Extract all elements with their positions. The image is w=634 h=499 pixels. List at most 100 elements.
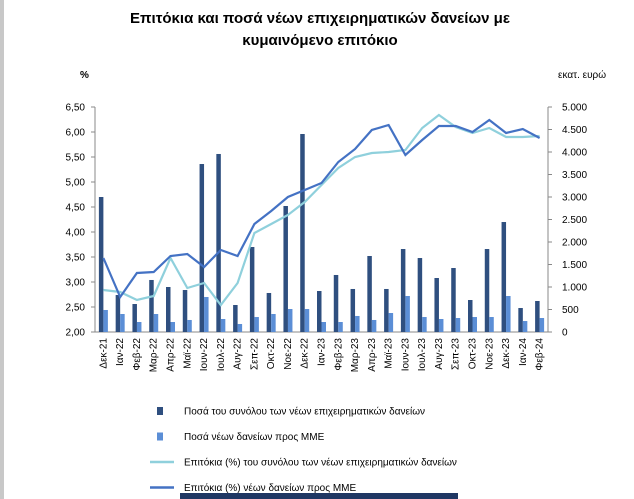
x-tick-label: Μαρ-22 (149, 338, 160, 373)
line (102, 118, 541, 300)
x-tick-label: Μαϊ-22 (182, 338, 193, 369)
y2-tick-label: 2.000 (562, 238, 587, 249)
bar (170, 322, 175, 332)
y-tick-label: 6,00 (66, 128, 86, 139)
bar (136, 322, 142, 332)
x-tick-label: Δεκ-21 (98, 338, 109, 369)
bar (355, 315, 360, 332)
y-tick-label: 3,00 (66, 278, 86, 289)
y2-tick-label: 2.500 (562, 215, 587, 226)
x-tick-label: Φεβ-22 (132, 338, 143, 371)
y2-tick-label: 3.500 (562, 170, 587, 181)
x-tick-label: Δεκ-23 (501, 338, 512, 369)
y2-tick-label: 500 (562, 305, 579, 316)
legend-swatch (157, 407, 163, 415)
bar (115, 295, 121, 332)
bar (338, 322, 343, 332)
y2-tick-label: 0 (562, 328, 568, 339)
bar (271, 314, 276, 332)
x-tick-label: Φεβ-24 (535, 338, 546, 371)
bar (384, 288, 389, 332)
bar (187, 319, 192, 332)
bar (237, 323, 243, 332)
bar (350, 288, 356, 332)
y-axis-label: % (80, 70, 89, 81)
legend-label: Ποσά νέων δανείων προς ΜΜΕ (184, 431, 325, 443)
bar (535, 300, 540, 332)
legend-swatch (157, 432, 163, 441)
legend-label: Επιτόκια (%) του συνόλου των νέων επιχει… (184, 457, 457, 469)
bar (220, 318, 226, 332)
bar (333, 274, 339, 332)
x-tick-label: Μαϊ-23 (384, 338, 395, 369)
bar (153, 314, 159, 332)
bar (321, 322, 326, 332)
x-tick-label: Αυγ-22 (233, 338, 244, 370)
y-tick-label: 6,50 (66, 103, 86, 114)
bar (149, 279, 154, 332)
y-tick-label: 4,00 (66, 228, 86, 239)
x-tick-label: Οκτ-22 (266, 338, 277, 370)
x-tick-label: Αυγ-23 (434, 338, 445, 370)
y2-tick-label: 4.000 (562, 148, 587, 159)
x-tick-label: Νοε-22 (283, 338, 294, 370)
y-tick-label: 2,00 (66, 328, 86, 339)
bar (417, 258, 423, 332)
x-tick-label: Δεκ-22 (300, 338, 311, 369)
y2-tick-label: 4.500 (562, 125, 587, 136)
bar (539, 318, 545, 332)
bar (484, 249, 490, 332)
bar (166, 287, 171, 332)
bottom-bar (180, 493, 458, 499)
bar (434, 278, 439, 332)
chart-title: Επιτόκια και ποσά νέων επιχειρηματικών δ… (130, 10, 510, 49)
y2-axis-label: εκατ. ευρώ (558, 69, 606, 81)
x-tick-label: Ιουν-22 (199, 338, 210, 372)
y-tick-label: 5,50 (66, 153, 86, 164)
x-tick-label: Απρ-23 (367, 338, 378, 372)
bar (204, 296, 209, 332)
bar (283, 206, 288, 332)
x-tick-label: Ιουλ-23 (417, 338, 428, 372)
x-tick-label: Οκτ-23 (468, 338, 479, 370)
y2-tick-label: 3.000 (562, 193, 587, 204)
bar (522, 321, 528, 332)
x-tick-label: Απρ-22 (166, 338, 177, 372)
bar (405, 296, 410, 332)
bar (400, 249, 406, 332)
x-tick-label: Ιουν-23 (400, 338, 411, 372)
bar (367, 255, 372, 332)
x-tick-label: Ιουλ-22 (216, 338, 227, 372)
y2-tick-label: 1.000 (562, 283, 587, 294)
bar (472, 317, 477, 332)
bar (518, 308, 523, 332)
bar (489, 317, 494, 332)
bar (317, 291, 322, 332)
x-tick-label: Νοε-23 (484, 338, 495, 370)
x-tick-label: Ιαν-24 (518, 338, 529, 366)
y-tick-label: 3,50 (66, 253, 86, 264)
y2-tick-label: 5.000 (562, 103, 587, 114)
y-tick-label: 5,00 (66, 178, 86, 189)
line (103, 113, 540, 307)
bar (199, 164, 205, 332)
bar (455, 318, 461, 332)
bar (451, 268, 456, 332)
legend-label: Ποσά του συνόλου των νέων επιχειρηματικώ… (184, 406, 425, 418)
bar (120, 314, 125, 332)
bar (287, 309, 293, 332)
bar (182, 290, 188, 332)
bar (438, 318, 444, 332)
bar (249, 246, 255, 332)
bar (103, 309, 108, 332)
bar (468, 300, 473, 332)
bar (300, 134, 305, 332)
bar (506, 296, 511, 332)
bar (216, 153, 221, 332)
bar (422, 317, 427, 332)
y-tick-label: 2,50 (66, 303, 86, 314)
bar (371, 319, 377, 332)
x-tick-label: Σεπ-22 (249, 338, 260, 370)
x-tick-label: Μαρ-23 (350, 338, 361, 373)
